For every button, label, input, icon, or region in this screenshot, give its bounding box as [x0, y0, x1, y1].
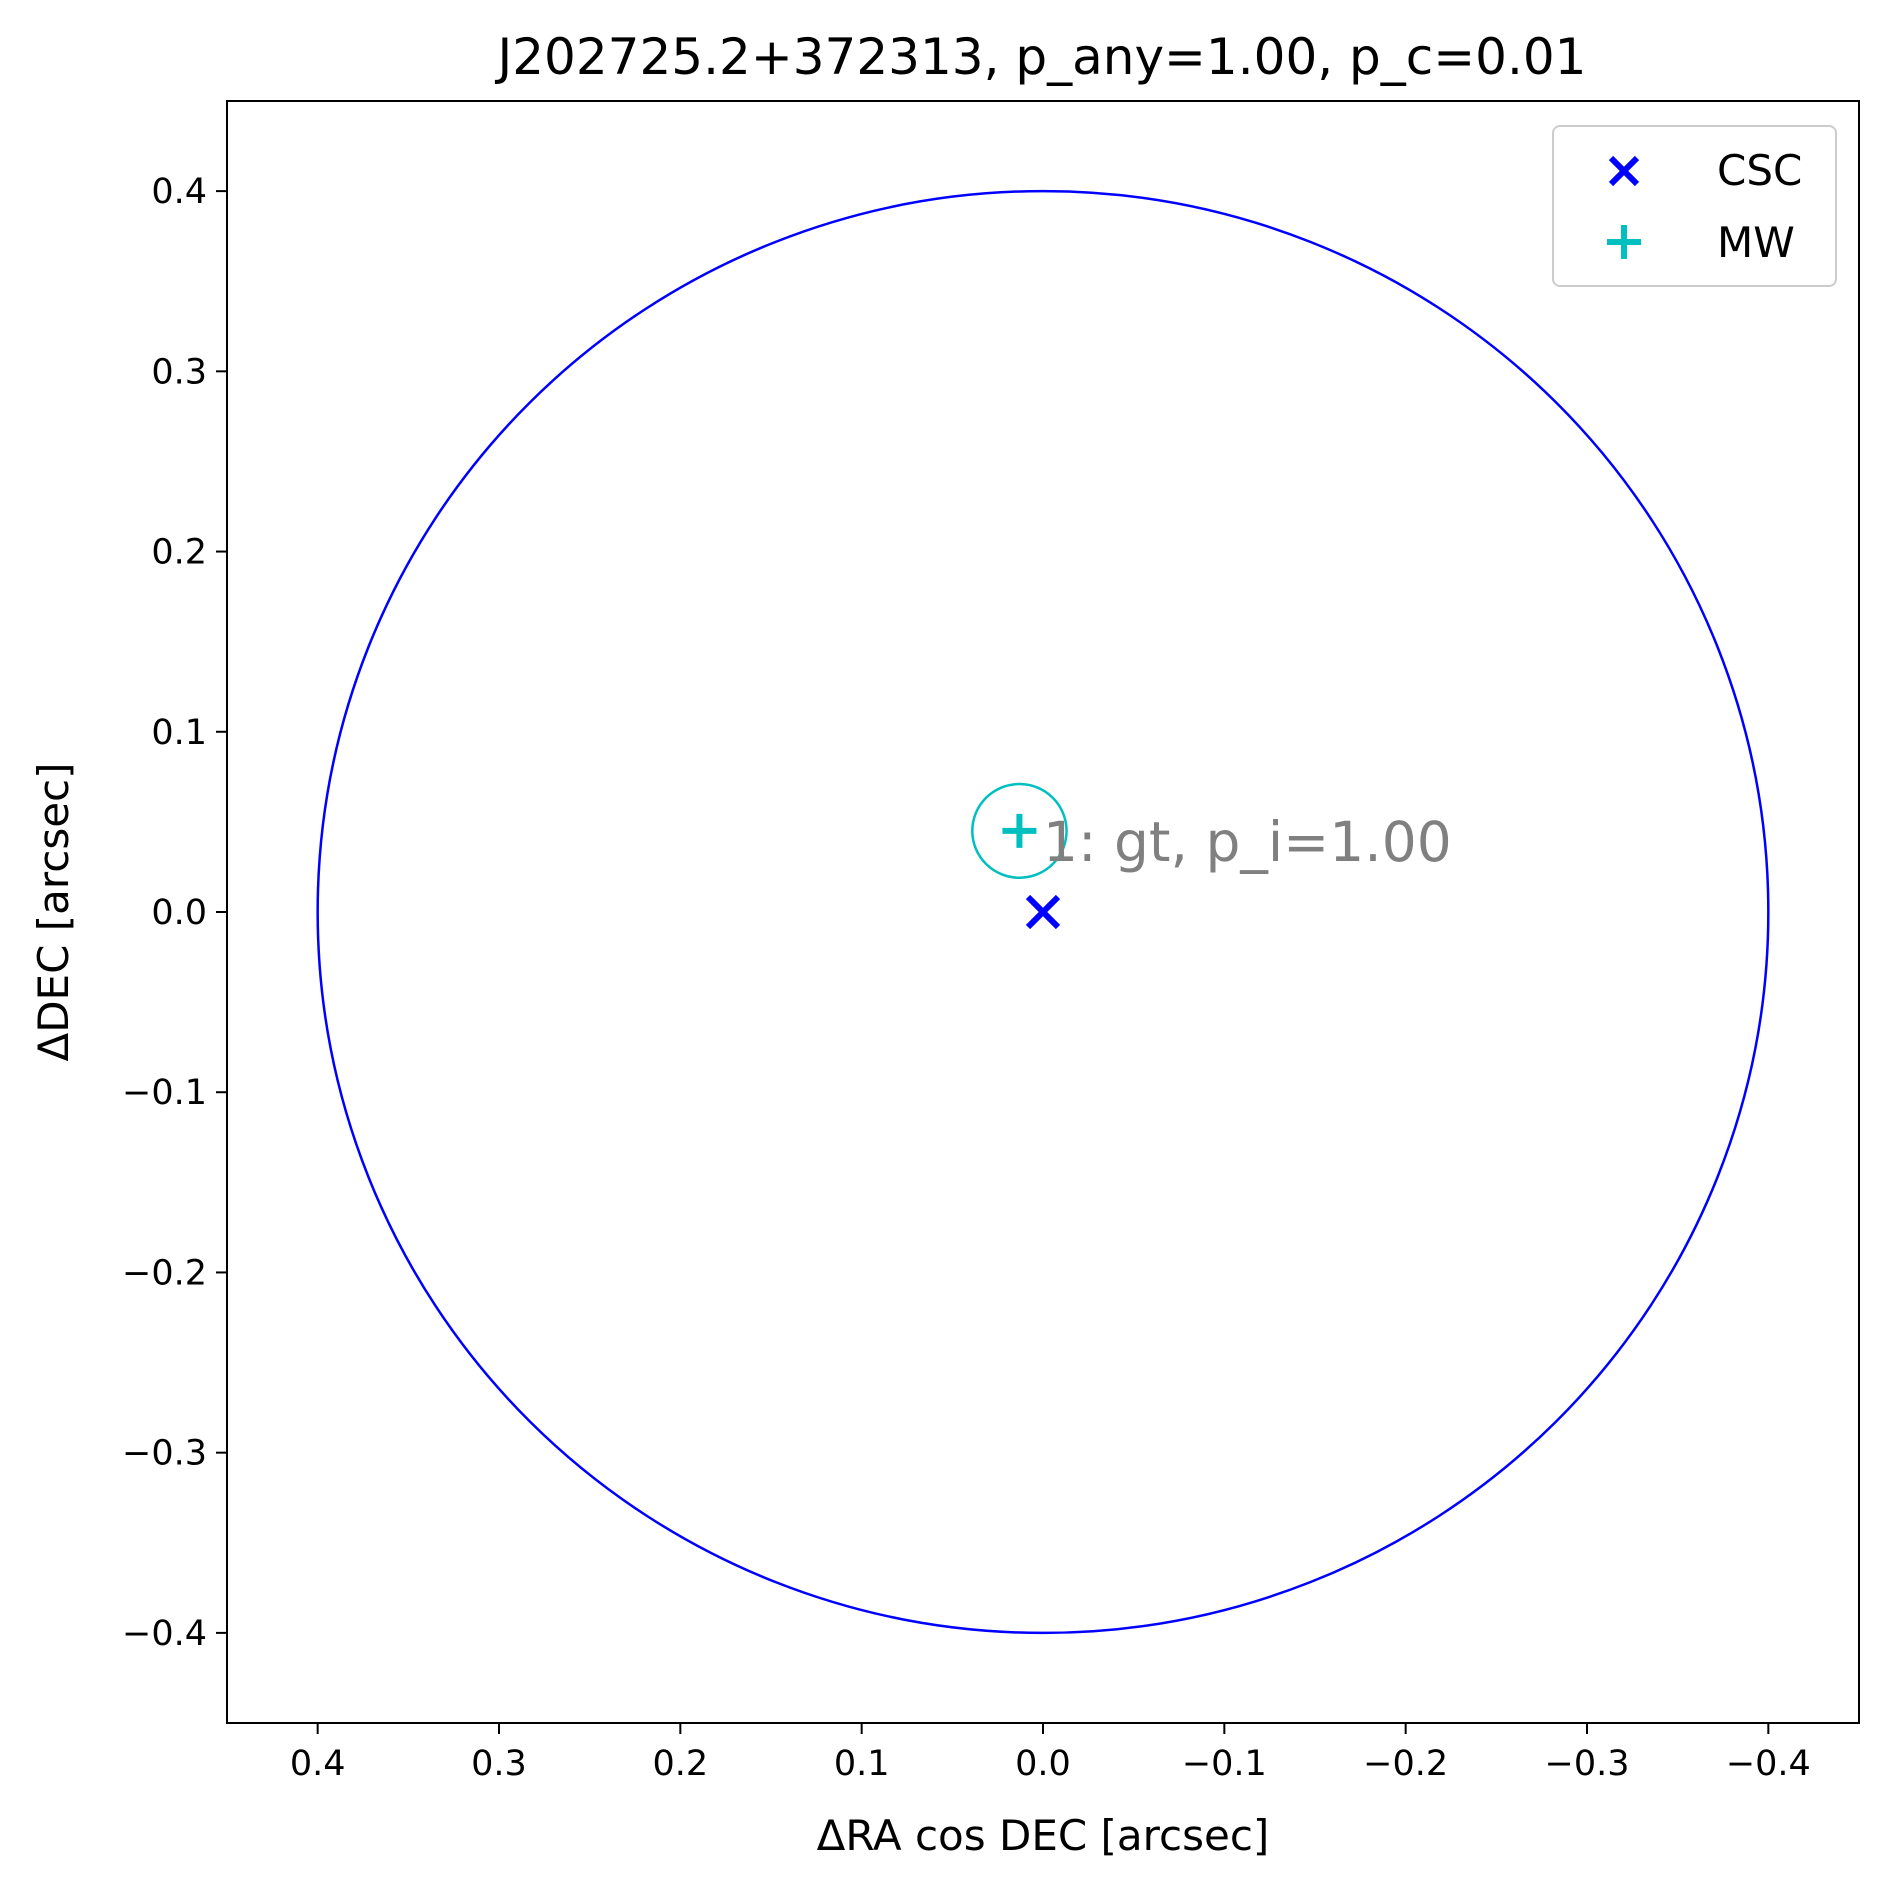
y-tick-label: 0.4 [151, 172, 207, 212]
x-tick-label: 0.3 [471, 1744, 527, 1784]
y-axis-ticks: 0.4 0.3 0.2 0.1 0.0 −0.1 −0.2 −0.3 −0.4 [122, 172, 227, 1654]
csc-error-circle [316, 189, 1770, 1635]
x-tick-label: 0.4 [290, 1744, 346, 1784]
y-tick-label: −0.1 [122, 1073, 207, 1113]
data-marks: 1: gt, p_i=1.00 [316, 189, 1770, 1635]
y-tick-label: 0.3 [151, 352, 207, 392]
x-tick-label: −0.3 [1545, 1744, 1630, 1784]
legend-label-csc: CSC [1717, 146, 1802, 195]
legend-label-mw: MW [1717, 218, 1795, 267]
x-tick-label: 0.1 [834, 1744, 890, 1784]
csc-x-marker-icon [1608, 155, 1640, 187]
legend-entry-mw: MW [1607, 218, 1795, 267]
chart-title: J202725.2+372313, p_any=1.00, p_c=0.01 [495, 28, 1587, 86]
x-tick-label: 0.0 [1015, 1744, 1071, 1784]
x-tick-label: 0.2 [652, 1744, 708, 1784]
y-tick-label: 0.0 [151, 893, 207, 933]
x-axis-ticks: 0.4 0.3 0.2 0.1 0.0 −0.1 −0.2 −0.3 −0.4 [290, 1723, 1811, 1784]
y-tick-label: 0.2 [151, 533, 207, 573]
y-axis-label: ΔDEC [arcsec] [29, 762, 78, 1061]
legend: CSC MW [1552, 125, 1837, 287]
x-tick-label: −0.1 [1182, 1744, 1267, 1784]
csc-point-marker [1025, 894, 1061, 930]
y-tick-label: −0.2 [122, 1253, 207, 1293]
mw-error-circle [971, 782, 1068, 880]
y-tick-label: −0.3 [122, 1434, 207, 1474]
y-tick-label: 0.1 [151, 713, 207, 753]
y-tick-label: −0.4 [122, 1614, 207, 1654]
mw-point-marker [1002, 813, 1037, 848]
plot-area: 1: gt, p_i=1.00 0.4 0.3 0.2 0.1 0.0 −0.1 −0.2 −… [122, 100, 1860, 1784]
match-annotation: 1: gt, p_i=1.00 [1043, 810, 1452, 874]
x-axis-label: ΔRA cos DEC [arcsec] [817, 1811, 1270, 1860]
mw-plus-marker-icon [1607, 225, 1641, 259]
x-tick-label: −0.2 [1363, 1744, 1448, 1784]
legend-entry-csc: CSC [1608, 146, 1802, 195]
x-tick-label: −0.4 [1726, 1744, 1811, 1784]
